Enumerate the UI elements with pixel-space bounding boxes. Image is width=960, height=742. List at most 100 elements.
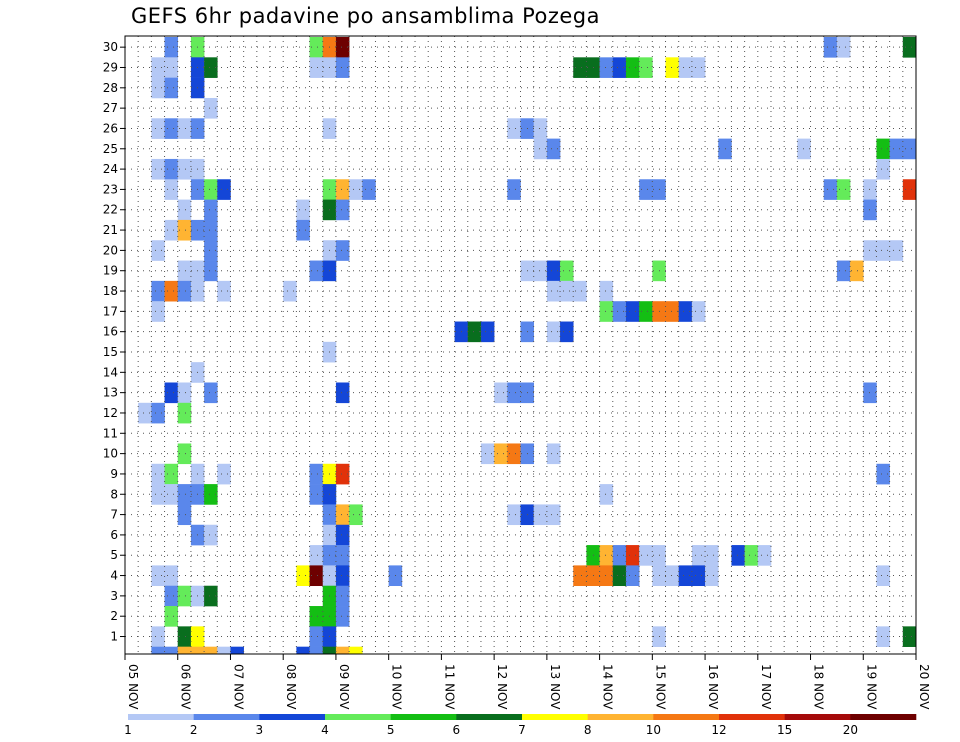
precip-cell	[612, 565, 627, 587]
precip-cell	[494, 382, 508, 404]
precip-cell	[850, 260, 864, 282]
precip-cell	[612, 301, 627, 322]
precip-cell	[217, 646, 231, 655]
precip-cell	[335, 565, 350, 587]
colorbar-segment	[390, 714, 457, 720]
precip-cell	[335, 504, 350, 526]
precip-cell	[151, 646, 165, 655]
colorbar-label: 7	[518, 723, 526, 737]
y-tick-label: 21	[103, 223, 118, 237]
precip-cell	[164, 57, 179, 78]
precip-cell	[151, 118, 165, 139]
colorbar-label: 2	[190, 723, 198, 737]
precip-cell	[296, 219, 310, 241]
precip-cell	[863, 382, 877, 404]
x-tick-label: 09 NOV	[337, 664, 351, 710]
precip-cell	[217, 280, 231, 302]
precip-cell	[705, 565, 719, 587]
colorbar-segment	[587, 714, 654, 720]
precip-cell	[349, 179, 363, 200]
precip-cell	[691, 301, 706, 322]
precip-cell	[678, 301, 693, 322]
x-tick-label: 05 NOV	[126, 664, 140, 710]
precip-cell	[322, 646, 337, 655]
chart-title: GEFS 6hr padavine po ansamblima Pozega	[131, 4, 601, 28]
precip-cell	[151, 280, 165, 302]
precip-cell	[691, 545, 706, 566]
y-tick-label: 25	[103, 142, 118, 156]
precip-cell	[164, 179, 179, 200]
precip-cell	[204, 382, 218, 404]
precip-cell	[335, 646, 350, 655]
precip-cell	[177, 118, 192, 139]
precip-cell	[177, 280, 192, 302]
y-tick-label: 26	[103, 121, 118, 135]
precip-cell	[573, 280, 587, 302]
precip-cell	[533, 504, 548, 526]
precip-cell	[836, 260, 851, 282]
colorbar-segment	[784, 714, 851, 720]
precip-cell	[151, 240, 165, 261]
precip-cell	[309, 57, 324, 78]
precip-cell	[639, 545, 653, 566]
precip-cell	[204, 484, 218, 505]
precip-cell	[177, 443, 192, 465]
precip-cell	[296, 646, 310, 655]
precip-cell	[546, 260, 561, 282]
precip-cell	[507, 504, 521, 526]
colorbar-label: 4	[321, 723, 329, 737]
precip-cell	[335, 240, 350, 261]
precip-cell	[217, 179, 231, 200]
colorbar-segment	[522, 714, 588, 720]
precip-cell	[599, 57, 614, 78]
colorbar-label: 8	[584, 723, 592, 737]
y-tick-label: 7	[110, 508, 118, 522]
colorbar-segment	[325, 714, 391, 720]
precip-cell	[335, 524, 350, 546]
x-tick-label: 06 NOV	[179, 664, 193, 710]
y-tick-label: 14	[103, 365, 118, 379]
precip-cell	[797, 138, 811, 160]
precip-cell	[902, 626, 917, 647]
precip-cell	[164, 565, 179, 587]
colorbar-label: 12	[711, 723, 726, 737]
precip-cell	[177, 504, 192, 526]
precip-cell	[151, 626, 165, 647]
precip-cell	[863, 179, 877, 200]
colorbar-label: 15	[777, 723, 792, 737]
precip-cell	[678, 565, 693, 587]
precip-cell	[296, 565, 310, 587]
precip-cell	[560, 260, 574, 282]
precip-cell	[705, 545, 719, 566]
y-tick-label: 12	[103, 406, 118, 420]
precip-cell	[309, 463, 324, 485]
precip-cell	[902, 179, 917, 200]
precip-cell	[309, 626, 324, 647]
y-tick-label: 28	[103, 81, 118, 95]
precip-cell	[335, 606, 350, 627]
precip-cell	[691, 565, 706, 587]
precip-cell	[309, 646, 324, 655]
precip-cell	[164, 280, 179, 302]
precip-cell	[889, 138, 904, 160]
precip-cell	[599, 484, 614, 505]
x-tick-label: 13 NOV	[548, 664, 562, 710]
precip-cell	[204, 199, 218, 221]
precip-cell	[164, 646, 179, 655]
x-tick-label: 08 NOV	[284, 664, 298, 710]
colorbar-label: 1	[124, 723, 132, 737]
precip-cell	[335, 57, 350, 78]
precip-cell	[731, 545, 745, 566]
y-tick-label: 15	[103, 345, 118, 359]
precip-cell	[902, 138, 917, 160]
x-tick-label: 14 NOV	[601, 664, 615, 710]
precip-cell	[533, 138, 548, 160]
precip-cell	[480, 443, 495, 465]
precip-cell	[309, 565, 324, 587]
colorbar-segment	[259, 714, 326, 720]
precip-cell	[625, 545, 640, 566]
precip-cell	[164, 606, 179, 627]
precip-cell	[494, 443, 508, 465]
x-tick-label: 10 NOV	[390, 664, 404, 710]
precip-cell	[639, 301, 653, 322]
